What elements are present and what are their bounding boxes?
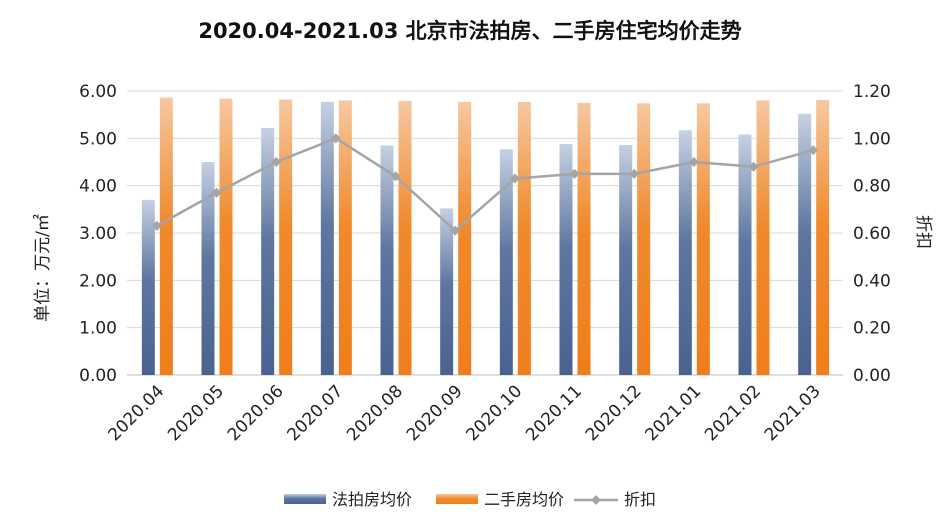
discount-point: [629, 168, 640, 179]
discount-point: [390, 171, 401, 182]
bar-auction-price: [261, 127, 275, 375]
bar-auction-price: [141, 199, 155, 375]
discount-point: [211, 187, 222, 198]
x-tick-label: 2020.06: [224, 381, 288, 445]
legend-label-secondhand: 二手房均价: [484, 490, 564, 509]
legend-swatch-secondhand: [436, 494, 478, 504]
bar-secondhand-price: [637, 103, 651, 375]
x-axis: 2020.042020.052020.062020.072020.082020.…: [105, 381, 825, 445]
bar-auction-price: [678, 130, 692, 375]
bar-auction-price: [738, 134, 752, 375]
bar-secondhand-price: [756, 100, 770, 375]
x-tick-label: 2021.01: [642, 381, 706, 445]
y2-tick-label: 0.60: [853, 224, 891, 244]
y-tick-label: 2.00: [79, 271, 117, 291]
y-tick-label: 0.00: [79, 366, 117, 386]
discount-series-line: [156, 136, 814, 233]
legend-label-discount: 折扣: [624, 490, 656, 509]
legend-marker-discount: [591, 495, 601, 505]
x-tick-label: 2021.03: [761, 381, 825, 445]
y-axis-label: 单位：万元/㎡: [33, 214, 53, 322]
discount-point: [271, 157, 282, 167]
bar-secondhand-price: [338, 100, 352, 375]
bar-auction-price: [201, 162, 215, 375]
legend-label-auction: 法拍房均价: [332, 490, 412, 509]
x-tick-label: 2020.09: [403, 381, 467, 445]
x-tick-label: 2020.10: [463, 381, 527, 445]
discount-point: [450, 225, 461, 236]
chart-title: 2020.04-2021.03 北京市法拍房、二手房住宅均价走势: [198, 19, 741, 43]
bar-auction-price: [798, 113, 812, 375]
bar-auction-price: [499, 149, 513, 375]
bar-auction-price: [320, 101, 334, 376]
y2-tick-label: 0.00: [853, 366, 891, 386]
bar-auction-price: [380, 145, 394, 375]
x-tick-label: 2020.04: [105, 381, 169, 445]
discount-line: [151, 133, 819, 236]
bar-secondhand-price: [458, 101, 472, 376]
y2-tick-label: 0.80: [853, 177, 891, 197]
y2-tick-label: 1.20: [853, 82, 891, 102]
gridlines: [127, 90, 843, 376]
bar-secondhand-price: [159, 97, 173, 376]
x-tick-label: 2020.12: [582, 381, 646, 445]
discount-point: [509, 173, 520, 184]
bar-auction-price: [619, 144, 633, 375]
y-axis-left: 0.00 1.00 2.00 3.00 4.00 5.00 6.00: [79, 82, 117, 386]
bar-secondhand-price: [219, 98, 233, 375]
y-tick-label: 4.00: [79, 177, 117, 197]
y-axis-right: 0.00 0.20 0.40 0.60 0.80 1.00 1.20: [853, 82, 891, 386]
bar-secondhand-price: [398, 100, 412, 375]
discount-point: [688, 157, 699, 167]
x-tick-label: 2020.07: [284, 381, 348, 445]
bars: [141, 97, 830, 376]
bar-auction-price: [440, 208, 454, 375]
discount-point: [569, 168, 580, 179]
y-tick-label: 1.00: [79, 319, 117, 339]
legend-swatch-auction: [284, 494, 326, 504]
y-tick-label: 6.00: [79, 82, 117, 102]
y-tick-label: 3.00: [79, 224, 117, 244]
discount-point: [808, 145, 819, 156]
bar-secondhand-price: [279, 99, 293, 376]
bar-auction-price: [559, 144, 573, 375]
y2-axis-label: 折扣: [913, 215, 933, 249]
y2-tick-label: 0.20: [853, 319, 891, 339]
bar-secondhand-price: [696, 103, 710, 375]
x-tick-label: 2020.11: [522, 381, 586, 445]
discount-point: [748, 161, 759, 172]
legend: 法拍房均价 二手房均价 折扣: [284, 490, 656, 509]
x-tick-label: 2020.08: [343, 381, 407, 445]
discount-point: [330, 133, 341, 144]
y2-tick-label: 0.40: [853, 271, 891, 291]
bar-secondhand-price: [577, 102, 591, 375]
bar-secondhand-price: [517, 101, 531, 376]
y-tick-label: 5.00: [79, 129, 117, 149]
bar-secondhand-price: [816, 99, 830, 375]
x-tick-label: 2021.02: [701, 381, 765, 445]
y2-tick-label: 1.00: [853, 129, 891, 149]
discount-point: [151, 220, 162, 231]
x-tick-label: 2020.05: [164, 381, 228, 445]
